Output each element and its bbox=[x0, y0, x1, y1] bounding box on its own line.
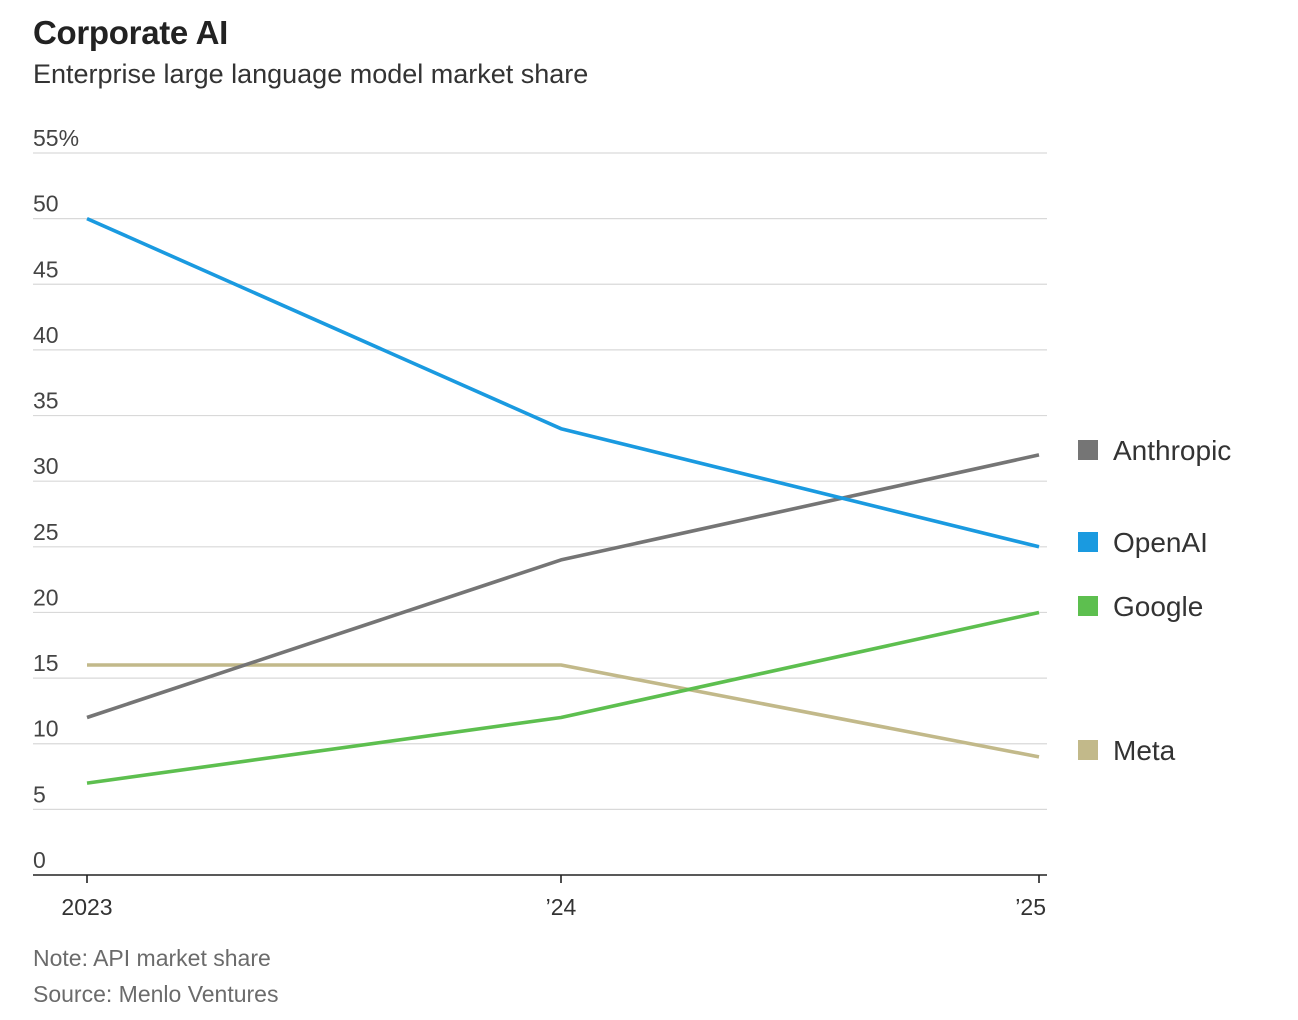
legend-swatch-google bbox=[1078, 596, 1098, 616]
x-tick-label: ’24 bbox=[546, 894, 577, 920]
x-tick-label: ’25 bbox=[1015, 894, 1046, 920]
y-tick-label: 15 bbox=[33, 650, 59, 676]
series-line-anthropic bbox=[86, 453, 1040, 720]
y-tick-label: 35 bbox=[33, 388, 59, 414]
y-tick-label: 5 bbox=[33, 781, 46, 807]
y-tick-label: 20 bbox=[33, 584, 59, 610]
y-tick-label: 40 bbox=[33, 322, 59, 348]
chart-note: Note: API market share bbox=[33, 945, 271, 971]
y-tick-label: 0 bbox=[33, 847, 46, 873]
y-axis-ticks: 0 5 10 15 20 25 30 35 40 45 50 55% bbox=[33, 125, 79, 873]
legend-swatch-meta bbox=[1078, 740, 1098, 760]
chart-title: Corporate AI bbox=[33, 14, 229, 51]
series-line-openai bbox=[86, 216, 1040, 549]
legend-label-openai: OpenAI bbox=[1113, 527, 1208, 558]
x-axis: 2023 ’24 ’25 bbox=[33, 874, 1047, 920]
y-tick-label: 25 bbox=[33, 519, 59, 545]
y-tick-label: 45 bbox=[33, 256, 59, 282]
legend-label-meta: Meta bbox=[1113, 735, 1176, 766]
legend: Anthropic OpenAI Google Meta bbox=[1078, 435, 1231, 766]
legend-swatch-anthropic bbox=[1078, 440, 1098, 460]
legend-swatch-openai bbox=[1078, 532, 1098, 552]
x-tick-label: 2023 bbox=[61, 894, 112, 920]
chart-subtitle: Enterprise large language model market s… bbox=[33, 59, 589, 89]
y-tick-label: 10 bbox=[33, 716, 59, 742]
series-line-google bbox=[86, 610, 1040, 785]
y-tick-label: 50 bbox=[33, 191, 59, 217]
legend-label-google: Google bbox=[1113, 591, 1203, 622]
gridlines bbox=[33, 152, 1047, 810]
y-tick-label: 55% bbox=[33, 125, 79, 151]
legend-label-anthropic: Anthropic bbox=[1113, 435, 1231, 466]
chart-source: Source: Menlo Ventures bbox=[33, 981, 279, 1007]
series-lines bbox=[86, 216, 1040, 785]
series-line-meta bbox=[87, 663, 1040, 759]
y-tick-label: 30 bbox=[33, 453, 59, 479]
